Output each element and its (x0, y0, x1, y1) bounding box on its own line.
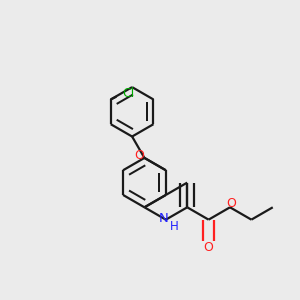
Text: H: H (170, 220, 179, 233)
Text: N: N (158, 212, 168, 225)
Text: O: O (204, 241, 214, 254)
Text: O: O (226, 197, 236, 210)
Text: O: O (134, 149, 144, 162)
Text: Cl: Cl (122, 87, 134, 100)
